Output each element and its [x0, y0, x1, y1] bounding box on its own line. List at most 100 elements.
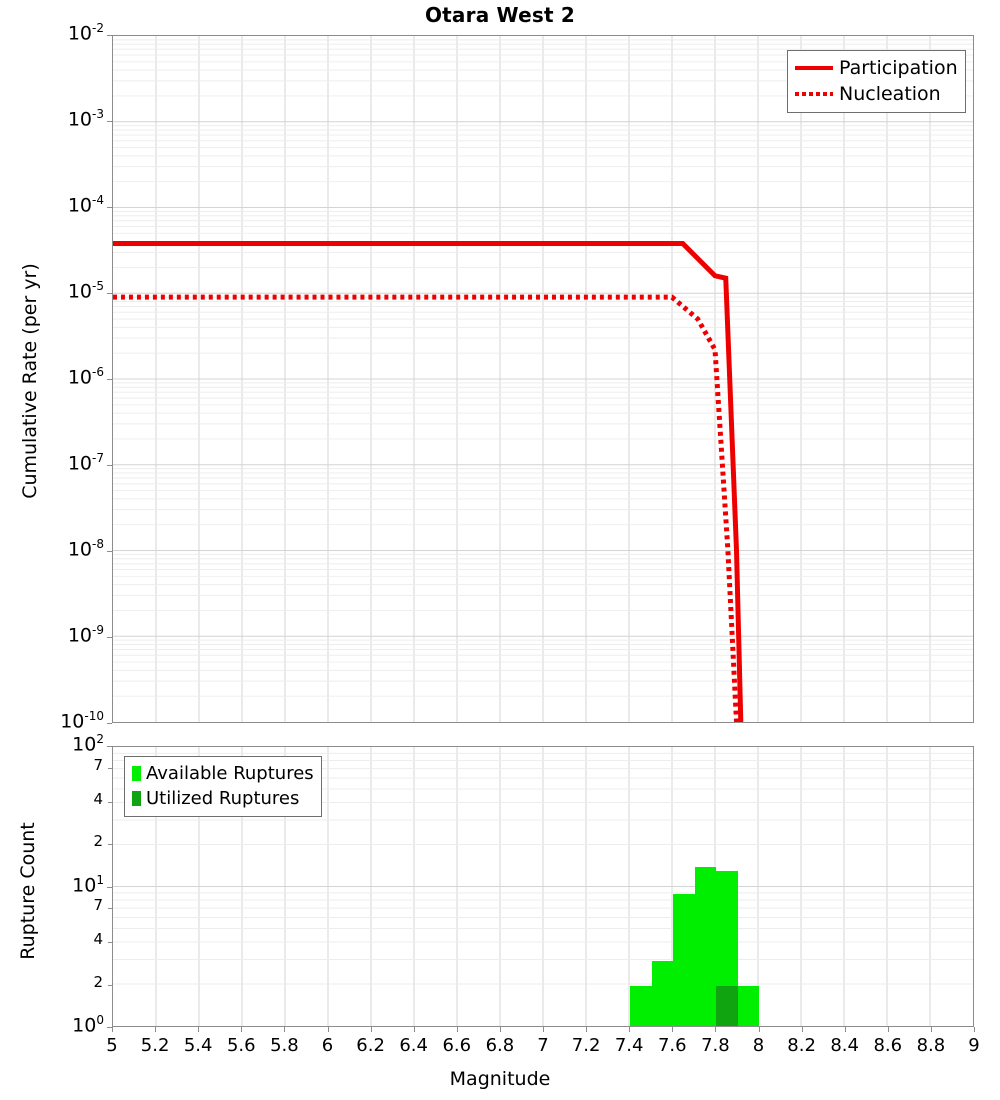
x-tick: 5.6: [226, 1035, 256, 1056]
top-panel-y-tickmark: [107, 637, 112, 638]
bottom-panel-y-minor-tick: 2: [93, 972, 103, 991]
bottom-panel-y-minor-tickmark: [108, 908, 112, 910]
x-tickmark: [930, 1027, 932, 1032]
legend-item-available-ruptures: Available Ruptures: [132, 761, 314, 786]
top-panel-y-tickmark: [107, 551, 112, 552]
x-tickmark: [672, 1027, 674, 1032]
top-panel-y-tickmark: [107, 121, 112, 122]
top-panel-y-tickmark: [107, 35, 112, 36]
legend-item-participation: Participation: [795, 55, 958, 81]
x-tick: 9: [968, 1035, 980, 1056]
top-panel-y-tick: 10-9: [67, 623, 104, 647]
bottom-panel-y-minor-tickmark: [108, 801, 112, 803]
bottom-panel-y-minor-tick: 2: [93, 832, 103, 851]
top-panel-y-tickmark: [107, 293, 112, 294]
cumulative-rate-plot: [112, 35, 974, 723]
x-tickmark: [499, 1027, 501, 1032]
x-tick: 7.6: [657, 1035, 687, 1056]
x-tick: 7.2: [571, 1035, 601, 1056]
x-tickmark: [801, 1027, 803, 1032]
legend-item-utilized-ruptures: Utilized Ruptures: [132, 786, 314, 811]
bottom-panel-y-minor-tickmark: [108, 844, 112, 846]
x-tick: 6.2: [356, 1035, 385, 1056]
top-panel-y-tick: 10-8: [67, 537, 104, 561]
x-tickmark: [887, 1027, 889, 1032]
bottom-panel-y-tickmark: [107, 886, 112, 888]
bottom-panel-y-tick: 100: [72, 1013, 104, 1037]
legend-label-available-ruptures: Available Ruptures: [146, 763, 314, 784]
top-panel-y-tickmark: [107, 723, 112, 724]
bottom-panel-legend: Available Ruptures Utilized Ruptures: [124, 756, 322, 817]
x-tick: 8.4: [830, 1035, 859, 1056]
dotted-line-swatch-icon: [795, 92, 833, 96]
top-panel-y-tick: 10-6: [67, 365, 104, 389]
available-rupture-bar: [737, 985, 760, 1026]
x-tick: 6.8: [485, 1035, 515, 1056]
top-panel-gridlines: [113, 36, 973, 722]
bottom-panel-y-minor-tickmark: [108, 767, 112, 769]
x-tickmark: [112, 1027, 113, 1032]
bottom-panel-y-tick: 102: [72, 732, 104, 756]
x-tick: 6.4: [399, 1035, 428, 1056]
x-tickmark: [629, 1027, 631, 1032]
bottom-panel-y-minor-tickmark: [108, 942, 112, 944]
top-panel-y-tick: 10-2: [67, 21, 104, 45]
top-panel-y-tickmark: [107, 379, 112, 380]
x-tickmark: [198, 1027, 200, 1032]
x-tickmark: [241, 1027, 243, 1032]
bottom-panel-y-tickmark: [107, 746, 112, 747]
bottom-panel-y-minor-tick: 4: [93, 789, 103, 808]
available-rupture-bar: [630, 985, 652, 1026]
top-panel-y-tickmark: [107, 465, 112, 466]
x-axis-label: Magnitude: [449, 1068, 551, 1090]
x-tickmark: [413, 1027, 415, 1032]
x-tick: 5.8: [270, 1035, 299, 1056]
top-panel-y-tick: 10-7: [67, 451, 104, 475]
top-panel-y-tickmark: [107, 207, 112, 208]
x-tickmark: [844, 1027, 846, 1032]
x-tickmark: [758, 1027, 760, 1032]
x-tick: 7.8: [701, 1035, 730, 1056]
top-panel-y-tick: 10-4: [67, 193, 104, 217]
top-panel-legend: Participation Nucleation: [787, 50, 966, 113]
available-ruptures-swatch-icon: [132, 766, 141, 781]
x-tick: 7.4: [614, 1035, 644, 1056]
legend-label-participation: Participation: [839, 57, 958, 79]
x-tick: 5: [106, 1035, 118, 1056]
solid-line-swatch-icon: [795, 66, 833, 70]
x-tick: 8.6: [873, 1035, 903, 1056]
x-tickmark: [715, 1027, 717, 1032]
bottom-panel-y-minor-tick: 7: [93, 896, 103, 915]
nucleation-curve: [113, 294, 739, 722]
rupture-bars: [113, 747, 973, 1026]
x-tickmark: [543, 1027, 544, 1032]
mfd-curves: [113, 241, 744, 722]
x-tickmark: [586, 1027, 588, 1032]
x-tick: 6.6: [442, 1035, 472, 1056]
available-rupture-bar: [673, 893, 695, 1026]
x-tick: 5.4: [183, 1035, 213, 1056]
x-tick: 7: [537, 1035, 549, 1056]
top-panel-y-tick: 10-5: [67, 279, 104, 303]
participation-curve: [113, 241, 744, 722]
bottom-panel-y-minor-tickmark: [108, 984, 112, 986]
available-rupture-bar: [694, 866, 717, 1026]
x-tick: 5.2: [140, 1035, 170, 1056]
x-tick: 8.2: [787, 1035, 816, 1056]
bottom-panel-y-tick: 101: [72, 872, 104, 896]
x-tick: 8: [752, 1035, 765, 1056]
bottom-panel-y-tickmark: [107, 1027, 112, 1028]
bottom-panel-y-minor-tick: 4: [93, 930, 103, 949]
x-tickmark: [370, 1027, 372, 1032]
top-panel-y-tick: 10-3: [67, 107, 104, 131]
x-tickmark: [284, 1027, 286, 1032]
legend-label-nucleation: Nucleation: [839, 83, 941, 105]
x-tickmark: [327, 1027, 329, 1032]
x-tickmark: [974, 1027, 975, 1032]
x-tickmark: [155, 1027, 157, 1032]
page-title: Otara West 2: [424, 3, 576, 27]
x-tickmark: [456, 1027, 458, 1032]
bottom-panel-y-minor-tick: 7: [93, 755, 103, 774]
utilized-ruptures-swatch-icon: [132, 791, 141, 806]
